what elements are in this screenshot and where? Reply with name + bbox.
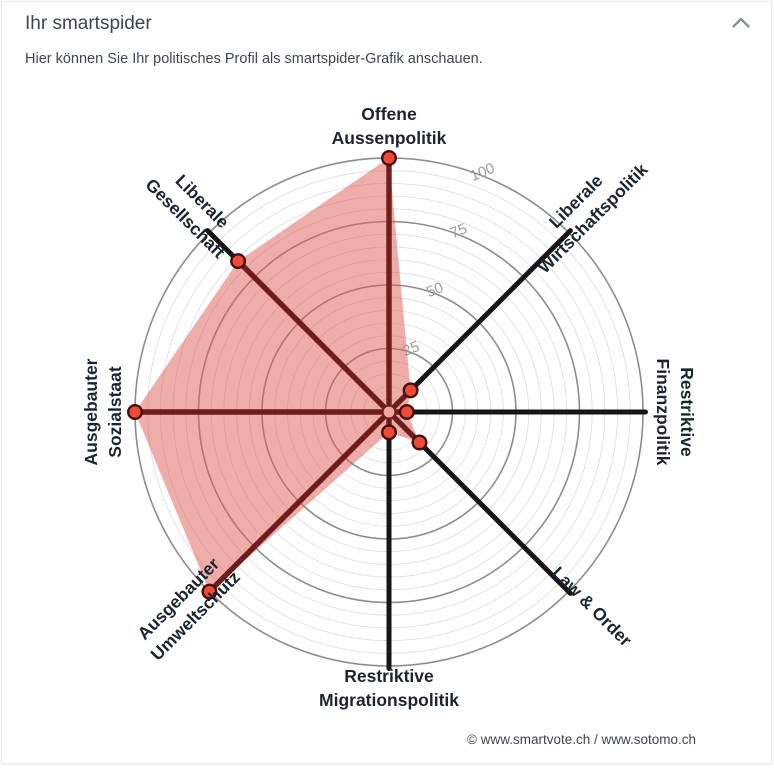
svg-text:Law & Order: Law & Order <box>548 563 636 651</box>
svg-text:50: 50 <box>424 279 446 301</box>
svg-text:RestriktiveFinanzpolitik: RestriktiveFinanzpolitik <box>653 359 697 466</box>
svg-text:100: 100 <box>468 160 498 185</box>
svg-text:75: 75 <box>448 220 470 242</box>
svg-text:LiberaleWirtschaftspolitik: LiberaleWirtschaftspolitik <box>517 142 652 277</box>
svg-text:LiberaleGesellschaft: LiberaleGesellschaft <box>141 157 246 262</box>
